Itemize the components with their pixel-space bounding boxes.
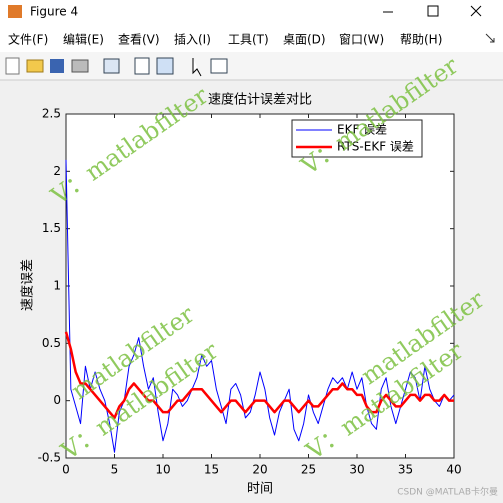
legend-icon[interactable] (156, 57, 174, 75)
legend-label: EKF 误差 (337, 123, 387, 137)
x-tick-label: 35 (398, 463, 413, 477)
property-icon[interactable] (210, 58, 228, 74)
series-line (64, 331, 454, 420)
open-icon[interactable] (26, 59, 44, 73)
x-tick-label: 40 (446, 463, 461, 477)
footer: CSDN @MATLAB卡尔曼 (397, 486, 498, 498)
y-tick-label: 1.5 (42, 221, 61, 235)
menu: 文件(F) 编辑(E) 查看(V) 插入(I) 工具(T) 桌面(D) 窗口(W) 帮助(H) (8, 32, 442, 47)
legend-entries: EKF 误差 RTS-EKF 误差 (296, 123, 414, 154)
print-icon[interactable] (71, 59, 89, 73)
menu-item[interactable]: 帮助(H) (400, 33, 442, 47)
menu-item[interactable]: 编辑(E) (63, 32, 104, 47)
toolbar-icons (5, 57, 228, 77)
x-axis-label: 时间 (247, 482, 273, 497)
x-tick-label: 0 (62, 463, 70, 477)
colorbar-icon[interactable] (134, 57, 150, 75)
maximize-button[interactable] (427, 5, 439, 17)
y-axis-label: 速度误差 (20, 259, 36, 311)
x-tick-label: 30 (349, 463, 364, 477)
legend (291, 119, 423, 158)
undock-icon[interactable] (485, 33, 495, 43)
menu-item[interactable]: 窗口(W) (339, 33, 384, 47)
x-tick-label: 10 (155, 463, 170, 477)
menu-item[interactable]: 插入(I) (174, 33, 211, 47)
y-tick-label: 0.5 (42, 336, 61, 350)
pointer-icon[interactable] (192, 58, 202, 77)
menu-item[interactable]: 工具(T) (228, 33, 269, 47)
save-icon[interactable] (50, 59, 64, 73)
menu-item[interactable]: 文件(F) (8, 32, 48, 47)
plot: 0 5 10 15 20 25 30 35 40-0.500.511.522.5 (38, 107, 462, 477)
y-tick-label: -0.5 (38, 451, 61, 465)
y-tick-label: 1 (53, 279, 61, 293)
app-icon (8, 5, 22, 18)
x-tick-label: 15 (204, 463, 219, 477)
x-tick-label: 25 (301, 463, 316, 477)
menu-item[interactable]: 查看(V) (118, 33, 160, 47)
x-tick-label: 20 (252, 463, 267, 477)
chart-title: 速度估计误差对比 (208, 92, 312, 108)
new-icon[interactable] (5, 57, 20, 75)
x-tick-label: 5 (111, 463, 119, 477)
legend-label: RTS-EKF 误差 (337, 140, 414, 154)
link-icon[interactable] (103, 58, 120, 74)
y-tick-label: 2.5 (42, 107, 61, 121)
close-button[interactable] (470, 5, 482, 17)
menu-bar (0, 26, 503, 52)
title-bar (0, 0, 503, 26)
menu-item[interactable]: 桌面(D) (283, 33, 326, 47)
window-title: Figure 4 (30, 5, 78, 19)
y-tick-label: 0 (53, 393, 61, 407)
y-tick-label: 2 (53, 164, 61, 178)
